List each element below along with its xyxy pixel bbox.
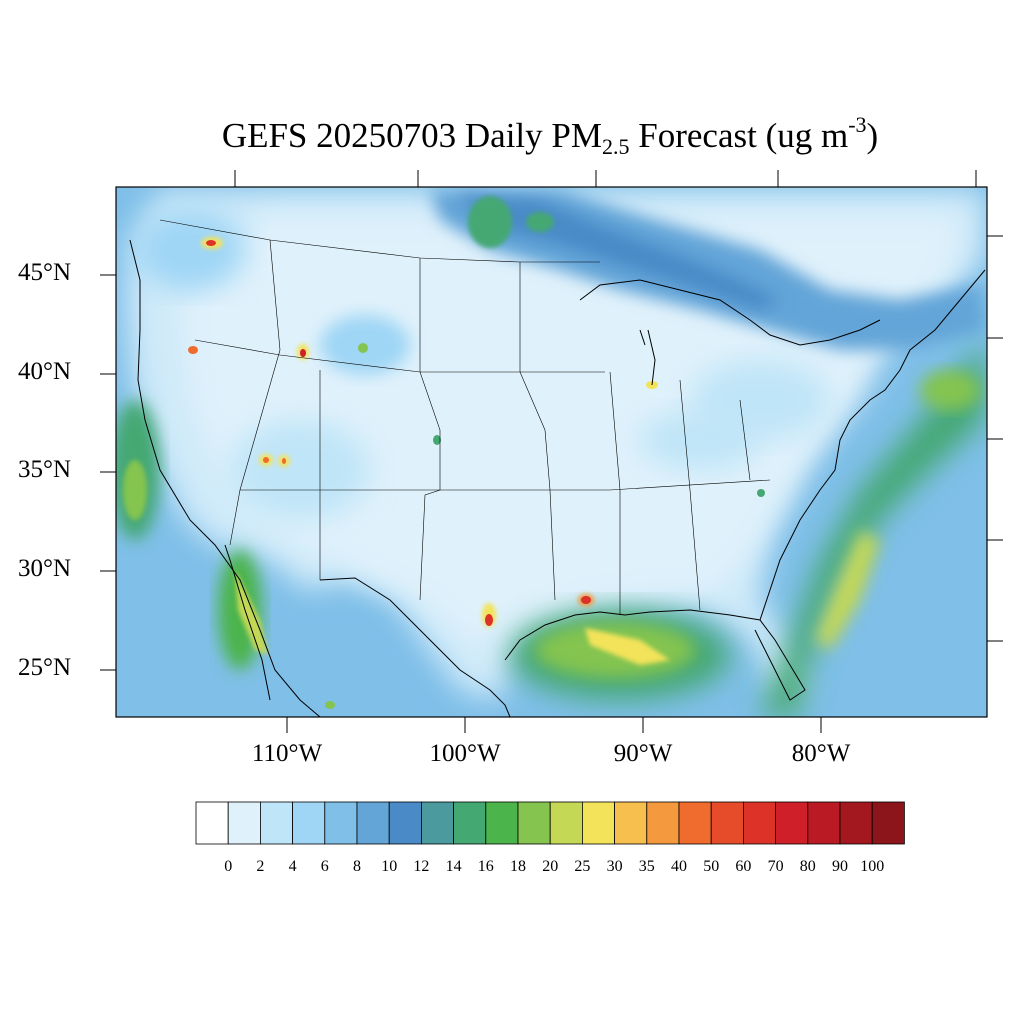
colorbar-tick-label: 50 <box>703 858 719 875</box>
colorbar-tick-label: 60 <box>735 858 751 875</box>
axis-ticks <box>100 170 1003 733</box>
colorbar-tick-label: 14 <box>446 858 462 875</box>
coastlines <box>129 239 986 718</box>
lon-label: 90°W <box>613 740 673 767</box>
lat-label: 25°N <box>18 654 72 681</box>
colorbar-swatch <box>324 801 358 845</box>
lat-label: 35°N <box>18 456 72 483</box>
colorbar-swatch <box>420 801 454 845</box>
colorbar-tick-label: 20 <box>542 858 558 875</box>
colorbar-swatch <box>646 801 680 845</box>
colorbar-swatch <box>839 801 873 845</box>
colorbar-swatch <box>678 801 712 845</box>
lon-label: 110°W <box>251 740 323 767</box>
colorbar-tick-label: 10 <box>381 858 397 875</box>
colorbar-swatch <box>517 801 551 845</box>
colorbar-swatch <box>259 801 293 845</box>
lat-label: 40°N <box>18 358 72 385</box>
colorbar-swatch <box>292 801 326 845</box>
lat-label: 30°N <box>18 555 72 582</box>
lon-label: 100°W <box>429 740 501 767</box>
colorbar-tick-label: 18 <box>510 858 526 875</box>
colorbar-tick-label: 80 <box>800 858 816 875</box>
state-borders <box>159 219 771 615</box>
colorbar-tick-label: 40 <box>671 858 687 875</box>
map-frame <box>115 186 988 718</box>
colorbar-tick-label: 6 <box>321 858 329 875</box>
colorbar-swatch <box>388 801 422 845</box>
colorbar-tick-label: 4 <box>289 858 297 875</box>
colorbar-swatch <box>195 801 229 845</box>
colorbar-tick-label: 90 <box>832 858 848 875</box>
colorbar-swatch <box>453 801 487 845</box>
map-title: GEFS 20250703 Daily PM2.5 Forecast (ug m… <box>221 112 879 159</box>
colorbar-swatch <box>871 801 905 845</box>
colorbar-swatch <box>614 801 648 845</box>
colorbar-tick-label: 16 <box>478 858 494 875</box>
colorbar-tick-label: 30 <box>607 858 623 875</box>
fire-hotspots <box>188 237 765 709</box>
colorbar-swatch <box>710 801 744 845</box>
colorbar-swatch <box>227 801 261 845</box>
colorbar-tick-label: 70 <box>768 858 784 875</box>
colorbar-tick-label: 35 <box>639 858 655 875</box>
colorbar-tick-label: 25 <box>574 858 590 875</box>
colorbar-swatch <box>775 801 809 845</box>
colorbar-tick-label: 100 <box>860 858 884 875</box>
colorbar-tick-label: 2 <box>256 858 264 875</box>
colorbar-tick-label: 8 <box>353 858 361 875</box>
lon-label: 80°W <box>791 740 851 767</box>
colorbar-swatch <box>743 801 777 845</box>
colorbar-swatch <box>807 801 841 845</box>
concentration-field <box>116 187 987 717</box>
colorbar-swatch <box>549 801 583 845</box>
colorbar-swatch <box>485 801 519 845</box>
atlantic-plume <box>760 340 985 717</box>
colorbar-swatch <box>356 801 390 845</box>
colorbar-tick-label: 0 <box>224 858 232 875</box>
colorbar-tick-label: 12 <box>413 858 429 875</box>
colorbar-swatch <box>582 801 616 845</box>
lat-label: 45°N <box>18 259 72 286</box>
